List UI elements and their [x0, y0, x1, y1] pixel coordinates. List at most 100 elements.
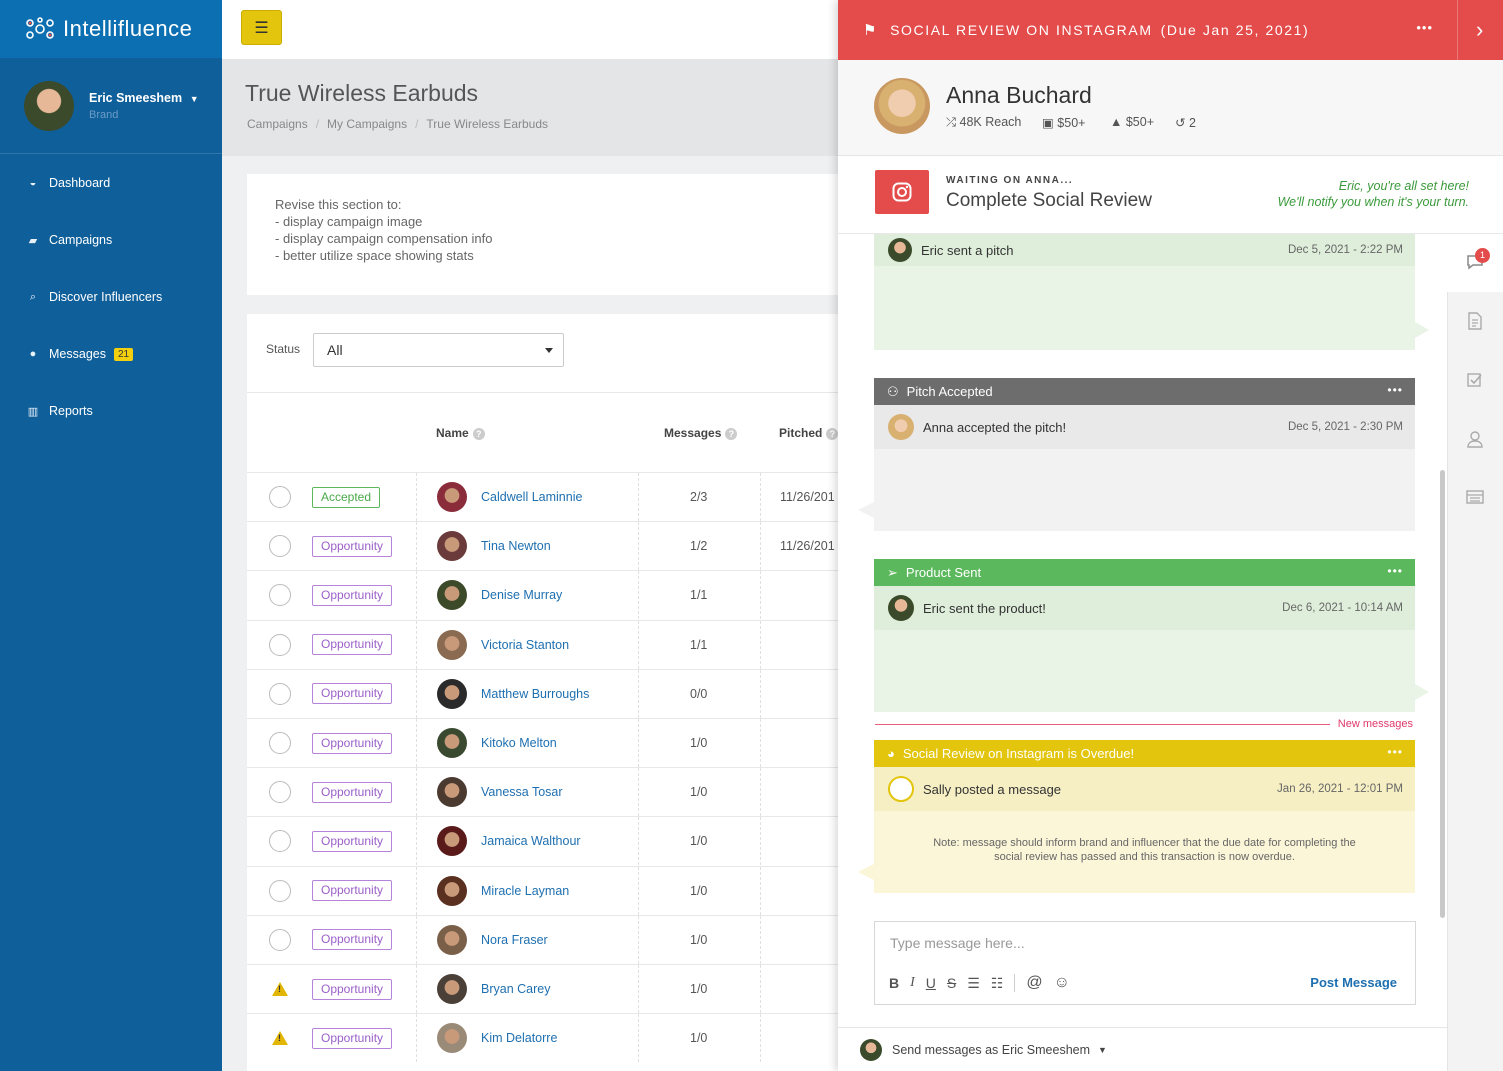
post-message-button[interactable]: Post Message: [1310, 975, 1397, 990]
feed-scrollbar[interactable]: [1440, 470, 1445, 918]
help-icon[interactable]: ?: [472, 428, 485, 440]
column-header-messages[interactable]: Messages?: [664, 426, 738, 440]
table-row[interactable]: Opportunity Denise Murray 1/1: [247, 570, 839, 620]
instagram-icon: [875, 170, 929, 214]
table-row[interactable]: Opportunity Miracle Layman 1/0: [247, 865, 839, 915]
row-select-radio[interactable]: [269, 830, 291, 853]
row-select-radio[interactable]: [269, 732, 291, 754]
influencer-name-link[interactable]: Miracle Layman: [481, 883, 570, 898]
nav-campaigns[interactable]: ▰ Campaigns: [0, 220, 222, 260]
influencer-name-link[interactable]: Kim Delatorre: [481, 1031, 558, 1046]
row-select-radio[interactable]: [269, 879, 291, 902]
italic-icon[interactable]: I: [910, 975, 915, 990]
table-row[interactable]: Opportunity Kim Delatorre 1/0: [247, 1013, 839, 1063]
alarm-icon: ◕: [887, 746, 895, 761]
breadcrumb-my-campaigns[interactable]: My Campaigns: [327, 117, 408, 131]
table-row[interactable]: Opportunity Bryan Carey 1/0: [247, 964, 839, 1013]
influencer-avatar[interactable]: [437, 826, 467, 857]
help-icon[interactable]: ?: [826, 428, 839, 440]
status-badge: Opportunity: [312, 781, 393, 803]
influencer-name-link[interactable]: Vanessa Tosar: [481, 785, 563, 800]
table-row[interactable]: Opportunity Jamaica Walthour 1/0: [247, 816, 839, 866]
column-header-name[interactable]: Name?: [436, 426, 485, 440]
user-name: Eric Smeeshem: [89, 91, 183, 105]
numbered-list-icon[interactable]: ☷: [990, 974, 1004, 991]
status-filter-select[interactable]: All: [313, 333, 564, 367]
help-icon[interactable]: ?: [725, 428, 738, 440]
row-select-radio[interactable]: [269, 781, 291, 804]
underline-icon[interactable]: U: [925, 975, 936, 991]
status-note-line: Eric, you're all set here!: [1338, 179, 1469, 193]
table-row[interactable]: Opportunity Nora Fraser 1/0: [247, 914, 839, 964]
influencer-avatar[interactable]: [437, 629, 467, 660]
influencer-avatar[interactable]: [874, 78, 930, 134]
nav-discover-influencers[interactable]: ⌕ Discover Influencers: [0, 277, 222, 317]
nav-messages[interactable]: ● Messages 21: [0, 334, 222, 374]
nav-reports[interactable]: ▥ Reports: [0, 391, 222, 431]
emoji-icon[interactable]: ☺: [1053, 974, 1070, 991]
influencer-name-link[interactable]: Kitoko Melton: [481, 736, 557, 750]
influencer-name-link[interactable]: Caldwell Laminnie: [481, 490, 583, 504]
chevron-right-icon[interactable]: ›: [1457, 0, 1503, 60]
more-options-icon[interactable]: •••: [1416, 20, 1433, 35]
influencer-name[interactable]: Anna Buchard: [946, 82, 1092, 108]
table-row[interactable]: Opportunity Victoria Stanton 1/1: [247, 619, 839, 669]
feed-card-date: Jan 26, 2021 - 12:01 PM: [1277, 783, 1403, 795]
row-select-radio[interactable]: [269, 486, 291, 508]
toolbar-divider: [1014, 974, 1016, 992]
message-input[interactable]: Type message here...: [890, 935, 1025, 951]
influencer-name-link[interactable]: Nora Fraser: [481, 932, 548, 947]
feed-card-title: Social Review on Instagram is Overdue!: [902, 746, 1135, 761]
feed-card-text: Anna accepted the pitch!: [923, 419, 1067, 435]
nav-label: Messages: [49, 347, 106, 361]
influencer-avatar[interactable]: [437, 580, 467, 611]
influencer-name-link[interactable]: Matthew Burroughs: [481, 686, 590, 701]
influencer-avatar[interactable]: [437, 531, 467, 562]
user-menu[interactable]: Eric Smeeshem ▼ Brand: [0, 58, 222, 154]
influencer-avatar[interactable]: [437, 777, 467, 808]
more-options-icon[interactable]: •••: [1387, 383, 1403, 397]
row-select-radio[interactable]: [269, 928, 291, 951]
column-header-pitched[interactable]: Pitched?: [779, 426, 839, 440]
more-options-icon[interactable]: •••: [1387, 745, 1403, 759]
table-row[interactable]: Opportunity Kitoko Melton 1/0: [247, 718, 839, 767]
influencer-avatar[interactable]: [437, 974, 467, 1004]
influencer-name-link[interactable]: Victoria Stanton: [481, 637, 570, 652]
influencer-avatar[interactable]: [437, 875, 467, 906]
document-icon[interactable]: [1466, 312, 1484, 330]
mention-icon[interactable]: @: [1026, 974, 1043, 991]
influencer-avatar[interactable]: [437, 728, 467, 758]
app-logo[interactable]: Intellifluence: [0, 0, 222, 58]
panel-title: SOCIAL REVIEW ON INSTAGRAM: [890, 22, 1153, 38]
more-options-icon[interactable]: •••: [1387, 564, 1403, 578]
breadcrumb-campaigns[interactable]: Campaigns: [247, 117, 308, 131]
divider: [638, 817, 639, 866]
table-row[interactable]: Opportunity Tina Newton 1/2 11/26/201: [247, 521, 839, 571]
waiting-task-title: Complete Social Review: [946, 190, 1152, 211]
influencer-avatar[interactable]: [437, 678, 467, 709]
row-select-radio[interactable]: [269, 584, 291, 607]
menu-toggle-button[interactable]: ☰: [241, 10, 282, 45]
bubble-tail: [858, 864, 874, 880]
checkbox-icon[interactable]: [1466, 371, 1484, 389]
influencer-name-link[interactable]: Denise Murray: [481, 588, 563, 603]
row-select-radio[interactable]: [269, 682, 291, 705]
row-select-radio[interactable]: [269, 535, 291, 558]
send-as-selector[interactable]: Send messages as Eric Smeeshem ▼: [838, 1027, 1447, 1071]
nav-dashboard[interactable]: ◒ Dashboard: [0, 163, 222, 203]
strikethrough-icon[interactable]: S: [946, 975, 957, 991]
influencer-name-link[interactable]: Tina Newton: [481, 539, 551, 554]
table-row[interactable]: Accepted Caldwell Laminnie 2/3 11/26/201: [247, 472, 839, 521]
table-row[interactable]: Opportunity Vanessa Tosar 1/0: [247, 767, 839, 817]
influencer-avatar[interactable]: [437, 482, 467, 512]
influencer-avatar[interactable]: [437, 1023, 467, 1054]
influencer-name-link[interactable]: Jamaica Walthour: [481, 834, 581, 849]
table-row[interactable]: Opportunity Matthew Burroughs 0/0: [247, 668, 839, 718]
bold-icon[interactable]: B: [889, 975, 900, 991]
list-icon[interactable]: [1466, 489, 1484, 507]
user-icon[interactable]: [1466, 430, 1484, 448]
influencer-avatar[interactable]: [437, 924, 467, 955]
row-select-radio[interactable]: [269, 633, 291, 656]
bulleted-list-icon[interactable]: ☰: [967, 974, 980, 991]
influencer-name-link[interactable]: Bryan Carey: [481, 982, 551, 996]
